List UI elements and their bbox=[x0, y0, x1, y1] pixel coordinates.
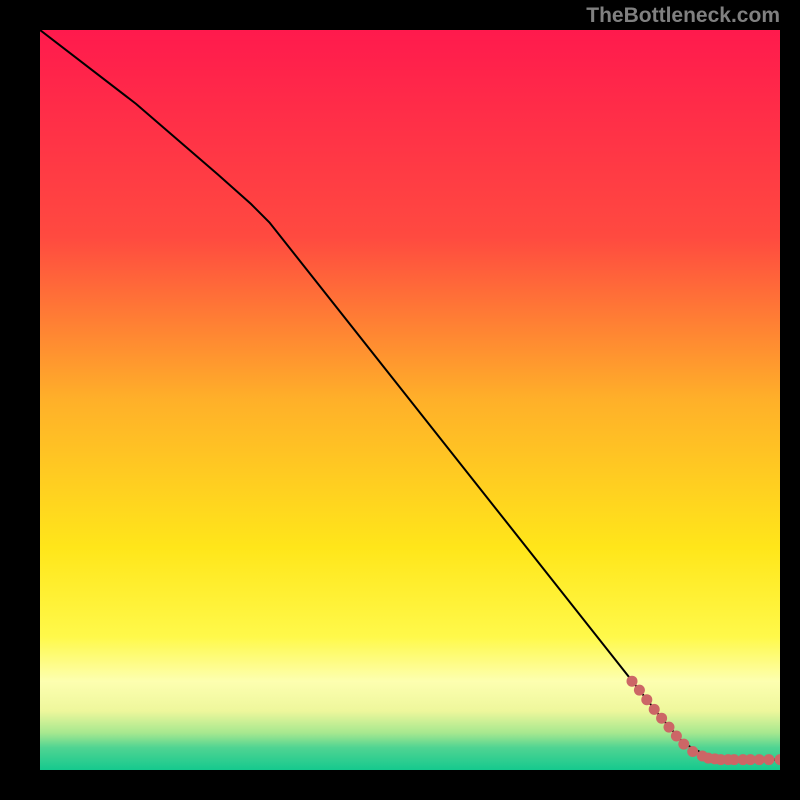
bottleneck-curve bbox=[40, 30, 780, 760]
data-point bbox=[763, 754, 774, 765]
data-point bbox=[754, 754, 765, 765]
watermark-text: TheBottleneck.com bbox=[586, 4, 780, 28]
data-point bbox=[678, 739, 689, 750]
data-points bbox=[627, 676, 781, 765]
data-point bbox=[671, 730, 682, 741]
data-point bbox=[687, 746, 698, 757]
data-point bbox=[627, 676, 638, 687]
data-point bbox=[775, 754, 781, 765]
chart-overlay bbox=[40, 30, 780, 770]
chart-frame: TheBottleneck.com bbox=[0, 0, 800, 800]
data-point bbox=[649, 704, 660, 715]
plot-area bbox=[40, 30, 780, 770]
data-point bbox=[634, 685, 645, 696]
data-point bbox=[656, 713, 667, 724]
data-point bbox=[641, 694, 652, 705]
data-point bbox=[664, 722, 675, 733]
